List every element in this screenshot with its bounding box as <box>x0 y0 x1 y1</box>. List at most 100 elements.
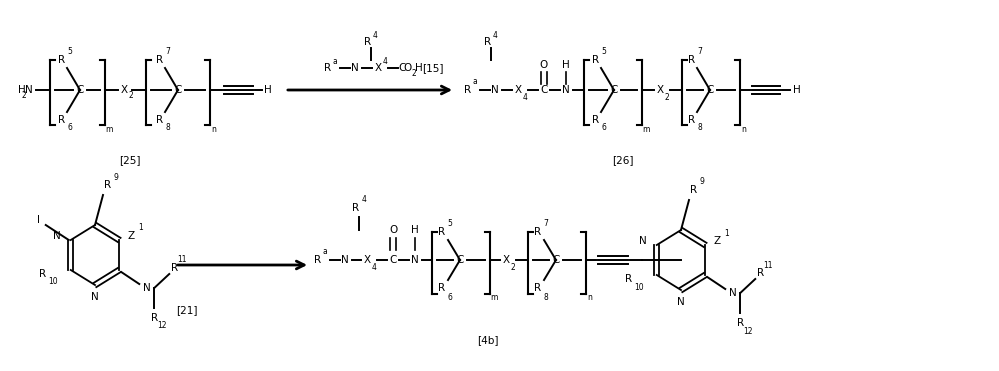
Text: 4: 4 <box>372 263 377 273</box>
Text: 7: 7 <box>543 220 548 229</box>
Text: R: R <box>58 55 66 65</box>
Text: X: X <box>121 85 128 95</box>
Text: R: R <box>58 115 66 125</box>
Text: n: n <box>212 125 217 135</box>
Text: 2: 2 <box>510 263 515 273</box>
Text: R: R <box>171 263 178 273</box>
Text: Z: Z <box>128 231 135 241</box>
Text: C: C <box>76 85 84 95</box>
Text: [21]: [21] <box>177 305 198 315</box>
Text: N: N <box>677 297 685 307</box>
Text: [26]: [26] <box>612 155 633 165</box>
Text: R: R <box>688 115 695 125</box>
Text: 5: 5 <box>601 47 606 56</box>
Text: I: I <box>37 215 40 225</box>
Text: 7: 7 <box>166 47 171 56</box>
Text: N: N <box>562 85 569 95</box>
Text: 6: 6 <box>68 124 73 132</box>
Text: 11: 11 <box>178 256 187 265</box>
Text: R: R <box>439 283 446 293</box>
Text: 7: 7 <box>697 47 702 56</box>
Text: C: C <box>552 255 559 265</box>
Text: m: m <box>105 125 113 135</box>
Text: 11: 11 <box>763 260 773 269</box>
Text: H: H <box>412 225 419 235</box>
Text: X: X <box>375 63 382 73</box>
Text: 10: 10 <box>634 282 643 292</box>
Text: N: N <box>351 63 359 73</box>
Text: R: R <box>690 185 697 195</box>
Text: R: R <box>756 268 764 278</box>
Text: R: R <box>534 227 541 237</box>
Text: N: N <box>729 288 737 298</box>
Text: R: R <box>151 313 158 323</box>
Text: R: R <box>439 227 446 237</box>
Text: N: N <box>341 255 349 265</box>
Text: X: X <box>514 85 521 95</box>
Text: R: R <box>315 255 322 265</box>
Text: N: N <box>144 283 151 293</box>
Text: 2: 2 <box>664 93 669 102</box>
Text: R: R <box>325 63 332 73</box>
Text: C: C <box>610 85 617 95</box>
Text: a: a <box>473 78 478 86</box>
Text: C: C <box>174 85 182 95</box>
Text: H: H <box>416 63 423 73</box>
Text: C: C <box>540 85 547 95</box>
Text: N: N <box>25 85 33 95</box>
Text: 4: 4 <box>373 30 378 39</box>
Text: R: R <box>736 318 744 328</box>
Text: N: N <box>91 292 99 302</box>
Text: 12: 12 <box>158 322 167 331</box>
Text: C: C <box>457 255 464 265</box>
Text: [25]: [25] <box>119 155 141 165</box>
Text: C: C <box>390 255 397 265</box>
Text: R: R <box>157 115 164 125</box>
Text: 4: 4 <box>362 196 367 204</box>
Text: a: a <box>323 247 328 256</box>
Text: 2: 2 <box>129 92 134 101</box>
Text: 4: 4 <box>522 93 527 102</box>
Text: N: N <box>53 231 61 241</box>
Text: H: H <box>18 85 26 95</box>
Text: X: X <box>364 255 371 265</box>
Text: R: R <box>353 203 360 213</box>
Text: 1: 1 <box>724 229 728 237</box>
Text: 4: 4 <box>493 30 498 39</box>
Text: O: O <box>389 225 398 235</box>
Text: R: R <box>688 55 695 65</box>
Text: 2: 2 <box>412 69 417 79</box>
Text: 8: 8 <box>166 124 171 132</box>
Text: X: X <box>502 255 509 265</box>
Text: 1: 1 <box>138 223 143 233</box>
Text: m: m <box>491 293 498 302</box>
Text: H: H <box>793 85 801 95</box>
Text: n: n <box>587 293 592 302</box>
Text: R: R <box>365 37 372 47</box>
Text: 12: 12 <box>743 326 753 335</box>
Text: 6: 6 <box>448 292 453 302</box>
Text: R: R <box>105 180 112 190</box>
Text: 9: 9 <box>699 177 704 187</box>
Text: R: R <box>465 85 472 95</box>
Text: 5: 5 <box>448 220 453 229</box>
Text: N: N <box>492 85 499 95</box>
Text: R: R <box>592 115 599 125</box>
Text: [15]: [15] <box>423 63 444 73</box>
Text: 8: 8 <box>697 124 702 132</box>
Text: 10: 10 <box>48 278 58 286</box>
Text: Z: Z <box>713 236 721 246</box>
Text: 9: 9 <box>114 173 119 181</box>
Text: X: X <box>656 85 663 95</box>
Text: n: n <box>741 125 746 135</box>
Text: 2: 2 <box>22 92 26 101</box>
Text: 5: 5 <box>68 47 73 56</box>
Text: 4: 4 <box>383 56 388 66</box>
Text: [4b]: [4b] <box>478 335 499 345</box>
Text: R: R <box>39 269 46 279</box>
Text: R: R <box>592 55 599 65</box>
Text: 8: 8 <box>543 292 548 302</box>
Text: R: R <box>534 283 541 293</box>
Text: R: R <box>157 55 164 65</box>
Text: C: C <box>706 85 713 95</box>
